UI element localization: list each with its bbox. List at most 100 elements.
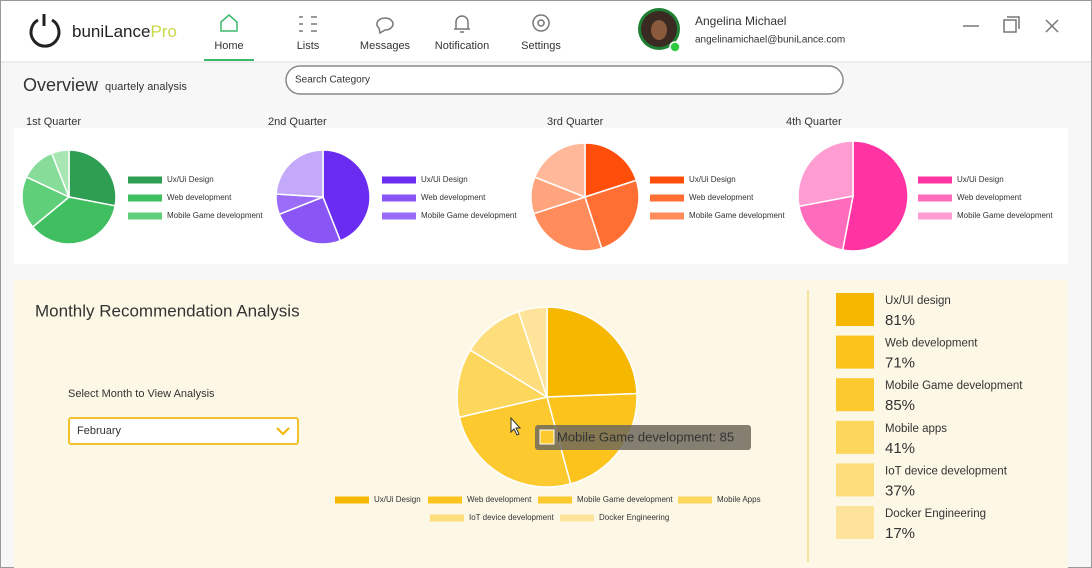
dropdown-arrow[interactable] bbox=[276, 427, 290, 436]
legend-label: Web development bbox=[957, 193, 1022, 202]
legend-swatch bbox=[430, 514, 464, 522]
cursor bbox=[510, 416, 522, 436]
overview-title: Overview bbox=[23, 75, 99, 95]
pie-slice bbox=[458, 396, 572, 488]
tooltip-swatch bbox=[539, 429, 555, 445]
legend-swatch bbox=[128, 194, 162, 202]
legend-label: Docker Engineering bbox=[599, 513, 669, 522]
pie-slice bbox=[546, 306, 638, 398]
summary-swatch bbox=[836, 335, 874, 369]
summary-swatch bbox=[836, 420, 874, 454]
pie-slice bbox=[31, 196, 117, 245]
quarter-title: 1st Quarter bbox=[26, 116, 81, 128]
legend-label: Mobile Game development bbox=[167, 211, 263, 220]
pie-slice bbox=[517, 306, 548, 398]
legend-swatch bbox=[335, 496, 369, 504]
summary-swatch bbox=[836, 506, 874, 539]
search-placeholder: Search Category bbox=[295, 75, 370, 86]
logo: buniLancePro bbox=[72, 22, 177, 41]
summary-label: Mobile apps bbox=[885, 423, 947, 435]
month-select[interactable] bbox=[68, 417, 299, 445]
pie-slice bbox=[841, 140, 909, 252]
pie-slice bbox=[21, 175, 71, 229]
legend-swatch bbox=[918, 194, 952, 202]
nav-item[interactable]: Lists bbox=[297, 40, 320, 52]
legend-swatch bbox=[428, 496, 462, 504]
legend-swatch bbox=[560, 514, 594, 522]
summary-value: 85% bbox=[885, 397, 915, 414]
quarter-title: 2nd Quarter bbox=[268, 116, 327, 128]
quarter-title: 3rd Quarter bbox=[547, 116, 604, 128]
summary-value: 81% bbox=[885, 312, 915, 329]
summary-value: 37% bbox=[885, 482, 915, 499]
pie-slice bbox=[275, 149, 324, 198]
legend-swatch bbox=[128, 176, 162, 184]
summary-value: 17% bbox=[885, 525, 915, 542]
pie-slice bbox=[456, 349, 549, 419]
legend-swatch bbox=[382, 194, 416, 202]
nav-item[interactable]: Notification bbox=[435, 40, 489, 52]
legend-label: Web development bbox=[167, 193, 232, 202]
pie-slice bbox=[68, 149, 117, 207]
nav-item[interactable]: Settings bbox=[521, 40, 561, 52]
summary-value: 41% bbox=[885, 440, 915, 457]
legend-swatch bbox=[128, 212, 162, 220]
search-box[interactable] bbox=[285, 65, 844, 95]
legend-label: Ux/Ui Design bbox=[374, 495, 421, 504]
legend-label: IoT device development bbox=[469, 513, 555, 522]
legend-label: Ux/Ui Design bbox=[167, 175, 214, 184]
legend-label: Web development bbox=[467, 495, 532, 504]
legend-label: Mobile Game development bbox=[957, 211, 1053, 220]
select-label: Select Month to View Analysis bbox=[68, 388, 215, 400]
summary-label: Ux/UI design bbox=[885, 295, 951, 307]
summary-swatch bbox=[836, 293, 874, 326]
legend-label: Ux/Ui Design bbox=[421, 175, 468, 184]
monthly-title: Monthly Recommendation Analysis bbox=[35, 301, 300, 320]
summary-label: Web development bbox=[885, 338, 978, 350]
nav-item[interactable]: Home bbox=[214, 40, 243, 52]
user-email: angelinamichael@buniLance.com bbox=[695, 35, 845, 46]
pie-slice bbox=[532, 196, 603, 252]
nav-icon bbox=[376, 17, 394, 35]
pie-slice bbox=[533, 142, 586, 199]
overview-subtitle: quartely analysis bbox=[105, 81, 187, 93]
tooltip-text: Mobile Game development: 85 bbox=[557, 429, 734, 444]
legend-label: Mobile Game development bbox=[577, 495, 673, 504]
quarter-title: 4th Quarter bbox=[786, 116, 842, 128]
summary-swatch bbox=[836, 378, 874, 412]
legend-swatch bbox=[382, 176, 416, 184]
legend-label: Ux/Ui Design bbox=[957, 175, 1004, 184]
summary-label: Mobile Game development bbox=[885, 380, 1023, 392]
legend-swatch bbox=[918, 212, 952, 220]
legend-label: Web development bbox=[421, 193, 486, 202]
pie-slice bbox=[50, 149, 70, 198]
user-name: Angelina Michael bbox=[695, 14, 786, 28]
nav-icon bbox=[454, 15, 470, 33]
legend-swatch bbox=[650, 212, 684, 220]
nav-icon bbox=[299, 16, 317, 32]
summary-label: IoT device development bbox=[885, 465, 1008, 477]
legend-label: Mobile Game development bbox=[421, 211, 517, 220]
close-button[interactable] bbox=[1045, 19, 1059, 33]
summary-value: 71% bbox=[885, 355, 915, 372]
legend-label: Ux/Ui Design bbox=[689, 175, 736, 184]
legend-label: Mobile Game development bbox=[689, 211, 785, 220]
nav-icon bbox=[532, 14, 550, 32]
avatar-face bbox=[651, 20, 667, 40]
pie-slice bbox=[584, 179, 640, 250]
legend-swatch bbox=[382, 212, 416, 220]
logo-text: buniLance bbox=[72, 22, 150, 41]
legend-swatch bbox=[678, 496, 712, 504]
legend-swatch bbox=[918, 176, 952, 184]
online-indicator bbox=[669, 41, 681, 53]
summary-swatch bbox=[836, 463, 874, 497]
pie-slice bbox=[584, 142, 638, 199]
legend-swatch bbox=[650, 176, 684, 184]
nav-item[interactable]: Messages bbox=[360, 40, 411, 52]
legend-label: Web development bbox=[689, 193, 754, 202]
logo-accent: Pro bbox=[150, 22, 176, 41]
legend-swatch bbox=[650, 194, 684, 202]
maximize-button[interactable] bbox=[1003, 16, 1020, 33]
pie-slice bbox=[797, 140, 854, 208]
